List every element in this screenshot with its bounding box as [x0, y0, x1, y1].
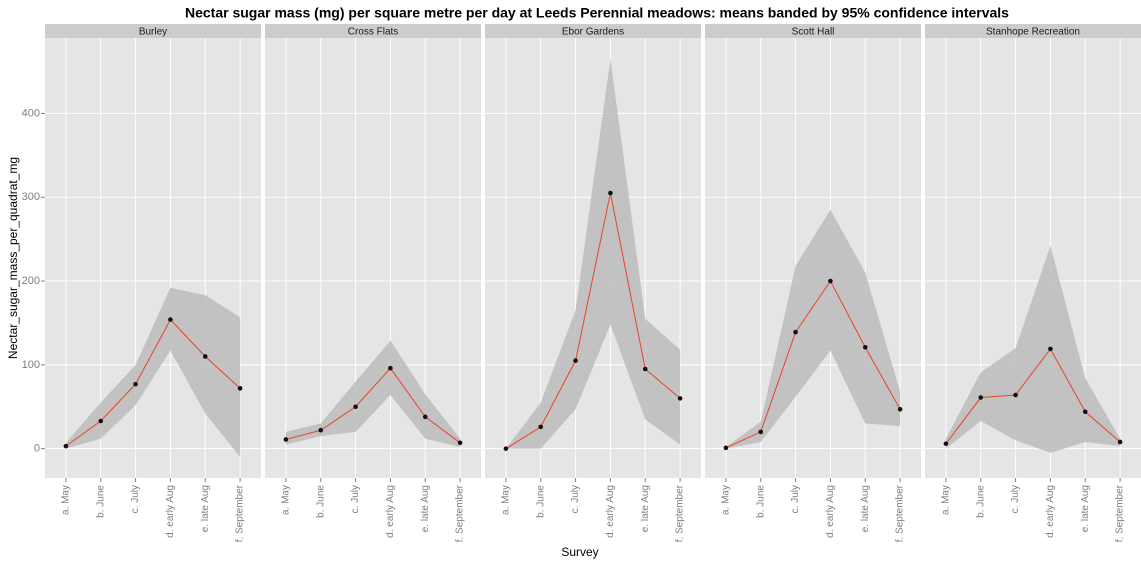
x-tick-label: c. July [130, 485, 141, 513]
x-tick-label: b. June [535, 485, 546, 518]
x-tick-label: e. late Aug [860, 485, 871, 532]
y-tick-label: 300 [22, 191, 40, 203]
y-tick-label: 0 [34, 443, 40, 455]
x-tick-label: f. September [675, 484, 686, 542]
chart-title: Nectar sugar mass (mg) per square metre … [185, 5, 1009, 21]
strip-label: Burley [139, 27, 167, 38]
x-tick-label: c. July [790, 485, 801, 513]
x-tick-label: f. September [1115, 484, 1126, 542]
mean-line [65, 318, 241, 447]
x-tick-label: b. June [95, 485, 106, 518]
mean-point [677, 396, 683, 401]
strip-label: Ebor Gardens [562, 27, 624, 38]
strip-label: Scott Hall [792, 27, 835, 38]
mean-point [978, 395, 984, 400]
x-tick-label: e. late Aug [420, 485, 431, 532]
mean-point [98, 418, 104, 424]
mean-point [353, 404, 358, 410]
y-axis-label: Nectar_sugar_mass_per_quadrat_mg [6, 157, 20, 359]
strip [705, 24, 921, 38]
mean-line [945, 348, 1121, 444]
x-tick-label: d. early Aug [825, 485, 836, 538]
x-tick-label: e. late Aug [1080, 485, 1091, 532]
confidence-band [945, 245, 1121, 453]
mean-point [573, 358, 578, 363]
mean-point [63, 443, 69, 449]
x-tick-label: f. September [455, 484, 466, 542]
y-tick-label: 100 [22, 359, 40, 371]
mean-point [1048, 346, 1053, 352]
x-axis-label: Survey [561, 545, 598, 559]
mean-point [202, 354, 208, 359]
mean-line [285, 367, 461, 444]
mean-point [943, 441, 949, 446]
mean-point [828, 278, 833, 284]
x-tick-label: b. June [755, 485, 766, 518]
confidence-band [285, 340, 461, 447]
x-tick-label: e. late Aug [640, 485, 651, 532]
mean-point [133, 381, 138, 387]
x-tick-label: d. early Aug [385, 485, 396, 538]
x-tick-label: b. June [975, 485, 986, 518]
mean-point [897, 406, 903, 412]
confidence-band [725, 209, 901, 449]
mean-point [168, 317, 173, 322]
mean-point [388, 365, 393, 371]
mean-point [862, 344, 868, 350]
x-tick-label: a. May [721, 485, 732, 515]
mean-point [723, 445, 729, 451]
mean-point [1117, 439, 1123, 445]
y-tick-label: 200 [22, 275, 40, 287]
mean-line [505, 192, 681, 450]
mean-point [758, 429, 764, 435]
mean-point [318, 427, 324, 433]
strip [485, 24, 701, 38]
mean-point [1082, 409, 1088, 415]
x-tick-label: a. May [281, 485, 292, 515]
y-tick-label: 400 [22, 107, 40, 119]
x-tick-label: a. May [941, 485, 952, 515]
x-tick-label: d. early Aug [1045, 485, 1056, 538]
confidence-band [65, 287, 241, 458]
mean-point [793, 329, 798, 335]
mean-point [503, 446, 509, 451]
x-tick-label: c. July [1010, 485, 1021, 513]
strip-label: Cross Flats [348, 27, 399, 38]
strip [45, 24, 261, 38]
mean-point [457, 440, 463, 446]
x-tick-label: d. early Aug [605, 485, 616, 538]
mean-point [422, 414, 428, 420]
confidence-band [505, 58, 681, 449]
mean-point [1013, 392, 1018, 398]
mean-point [608, 190, 613, 196]
x-tick-label: a. May [61, 485, 72, 515]
x-tick-label: a. May [501, 485, 512, 515]
x-tick-label: d. early Aug [165, 485, 176, 538]
strip [925, 24, 1141, 38]
mean-point [283, 437, 289, 442]
x-tick-label: f. September [895, 484, 906, 542]
mean-point [237, 386, 243, 391]
mean-line [725, 280, 901, 449]
x-tick-label: f. September [235, 484, 246, 542]
x-tick-label: c. July [570, 485, 581, 513]
strip [265, 24, 481, 38]
x-tick-label: e. late Aug [200, 485, 211, 532]
x-tick-label: b. June [315, 485, 326, 518]
x-tick-label: c. July [350, 485, 361, 513]
strip-label: Stanhope Recreation [986, 27, 1080, 38]
mean-point [538, 424, 544, 430]
mean-point [642, 366, 648, 372]
